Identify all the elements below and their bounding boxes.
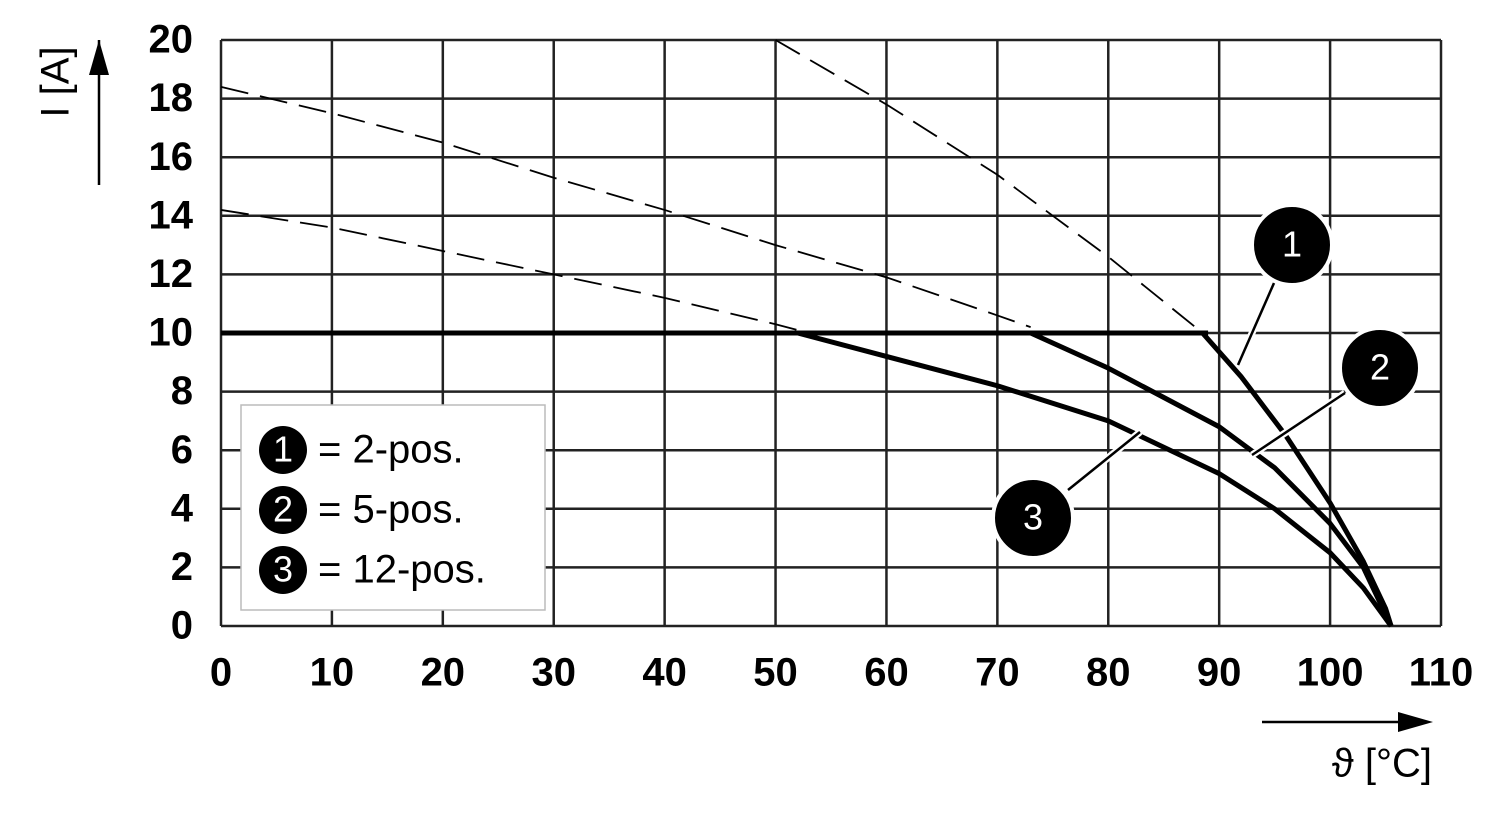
callout-badge-number: 2 [1370,347,1390,388]
x-tick-label: 30 [531,651,576,695]
x-tick-label: 110 [1409,651,1474,695]
callout-line [1067,431,1141,491]
x-tick-label: 0 [210,651,232,695]
x-arrow-head [1398,712,1433,732]
callouts: 1 2 3 [991,203,1422,560]
y-tick-label: 16 [149,135,194,179]
y-tick-label: 4 [171,486,194,530]
derating-curve [797,330,1394,628]
callout-line [1251,391,1346,457]
y-tick-label: 10 [149,311,194,355]
y-tick-label: 14 [149,193,194,237]
callout-badge-number: 3 [1023,497,1043,538]
legend: 1 = 2-pos. 2 = 5-pos. 3 = 12-pos. [240,404,546,611]
x-axis-label: ϑ [°C] [1332,742,1432,786]
y-tick-label: 18 [149,76,194,120]
x-tick-label: 20 [421,651,466,695]
curves [220,39,1394,628]
callout-line [1236,282,1276,366]
y-tick-label: 8 [171,369,193,413]
legend-badge [259,546,307,594]
callout-badge [1250,203,1334,287]
legend-label: = 12-pos. [318,548,486,592]
y-tick-label: 2 [171,545,193,589]
dashed-curve [220,209,798,331]
legend-badge-number: 1 [273,429,293,470]
x-tick-label: 40 [642,651,687,695]
callout-badge [991,476,1075,560]
x-tick-label: 80 [1086,651,1131,695]
y-tick-label: 20 [149,18,194,62]
x-tick-label: 10 [310,651,355,695]
derating-curve [1200,331,1394,627]
legend-badge [259,486,307,534]
y-arrow-head [89,40,109,75]
derating-curve [1029,330,1394,628]
callout-badge [1338,326,1422,410]
x-tick-label: 50 [753,651,798,695]
legend-badge-number: 2 [273,489,293,530]
callout-badge-number: 1 [1282,224,1302,265]
x-tick-label: 60 [864,651,909,695]
y-axis-label: I [A] [34,46,78,117]
dashed-curve [220,86,1031,328]
y-tick-label: 12 [149,252,194,296]
y-tick-label: 6 [171,428,193,472]
legend-badge [259,426,307,474]
x-tick-label: 100 [1297,651,1364,695]
dashed-curve [775,39,1204,334]
x-tick-label: 90 [1197,651,1242,695]
legend-label: = 2-pos. [318,428,464,472]
legend-label: = 5-pos. [318,488,464,532]
x-tick-label: 70 [975,651,1020,695]
legend-badge-number: 3 [273,549,293,590]
y-tick-label: 0 [171,604,193,648]
